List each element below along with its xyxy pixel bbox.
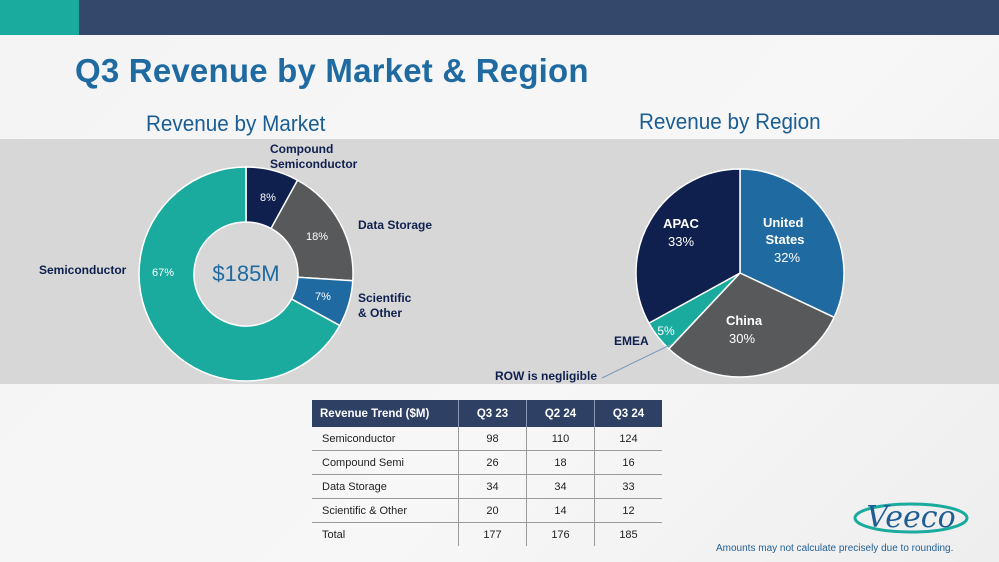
- logo-wordmark: Veeco: [866, 500, 955, 535]
- table-cell: 14: [526, 498, 595, 523]
- slice-value-label-scientific: 7%: [315, 291, 331, 303]
- category-label-semiconductor: Semiconductor: [39, 263, 127, 277]
- slice-value-label-data-storage: 18%: [306, 231, 328, 243]
- table-cell: 12: [594, 498, 662, 523]
- region-value-label-apac: 33%: [668, 234, 694, 249]
- table-cell: 16: [594, 450, 662, 475]
- region-label-china: China: [726, 313, 763, 328]
- category-label-compound: Compound Semiconductor: [270, 142, 358, 171]
- table-row: Scientific & Other 20 14 12: [312, 498, 662, 523]
- page-title: Q3 Revenue by Market & Region: [75, 52, 589, 89]
- market-slice-semiconductor: [138, 166, 341, 382]
- table-row-label: Scientific & Other: [312, 498, 459, 523]
- table-cell: 34: [458, 474, 527, 499]
- table-total-row: Total 177 176 185: [312, 522, 662, 546]
- table-cell: 176: [526, 522, 595, 546]
- table-row: Compound Semi 26 18 16: [312, 450, 662, 475]
- donut-center-label: $185M: [212, 261, 279, 286]
- table-row-label: Compound Semi: [312, 450, 459, 475]
- table-header-cell: Q3 23: [458, 400, 527, 427]
- logo-swoosh: [853, 502, 969, 534]
- table-cell: 18: [526, 450, 595, 475]
- table-header-cell: Q2 24: [526, 400, 595, 427]
- table-cell: 33: [594, 474, 662, 499]
- slice-value-label-semiconductor: 67%: [152, 267, 174, 279]
- market-donut-chart: $185M 8% 18% 7% 67% Compound Semiconduct…: [39, 142, 432, 382]
- region-value-label-emea: 5%: [657, 324, 675, 338]
- region-slice-china: [667, 272, 836, 378]
- region-label-united-states: United States: [763, 215, 807, 247]
- table-header-cell: Q3 24: [594, 400, 662, 427]
- table-header-row: Revenue Trend ($M) Q3 23 Q2 24 Q3 24: [312, 400, 662, 427]
- row-negligible-note: ROW is negligible: [495, 369, 597, 383]
- market-chart-title: Revenue by Market: [146, 111, 326, 136]
- table-header-cell: Revenue Trend ($M): [312, 400, 459, 427]
- header-accent-bar: [0, 0, 79, 35]
- region-label-emea: EMEA: [614, 334, 649, 348]
- table-cell: 177: [458, 522, 527, 546]
- revenue-trend-table: Revenue Trend ($M) Q3 23 Q2 24 Q3 24 Sem…: [312, 400, 662, 546]
- region-slice-united-states: [739, 168, 845, 319]
- region-value-label-united-states: 32%: [774, 250, 800, 265]
- rounding-footnote: Amounts may not calculate precisely due …: [716, 543, 954, 554]
- region-pie-chart: United States 32% China 30% APAC 33% 5% …: [495, 168, 845, 383]
- table-row-label: Semiconductor: [312, 427, 459, 451]
- table-cell: 98: [458, 427, 527, 451]
- table-cell: 185: [619, 528, 638, 541]
- slice-value-label-compound: 8%: [260, 192, 276, 204]
- header-bar: [79, 0, 999, 35]
- veeco-logo: Veeco: [853, 500, 969, 535]
- table-cell: 26: [458, 450, 527, 475]
- category-label-scientific: Scientific & Other: [358, 291, 415, 320]
- table-row-label: Data Storage: [312, 474, 459, 499]
- table-row: Semiconductor 98 110 124: [312, 427, 662, 451]
- region-chart-title: Revenue by Region: [639, 109, 821, 134]
- table-cell: 124: [594, 427, 662, 451]
- table-row-label: Total: [312, 522, 459, 546]
- table-cell: 110: [526, 427, 595, 451]
- region-value-label-china: 30%: [729, 331, 755, 346]
- market-slice-data-storage: [270, 179, 354, 282]
- category-label-data-storage: Data Storage: [358, 218, 432, 232]
- row-annotation-leader-line: [601, 343, 673, 379]
- table-cell: 34: [526, 474, 595, 499]
- table-row: Data Storage 34 34 33: [312, 474, 662, 499]
- region-label-apac: APAC: [663, 216, 699, 231]
- region-slice-apac: [635, 168, 741, 325]
- table-cell: 20: [458, 498, 527, 523]
